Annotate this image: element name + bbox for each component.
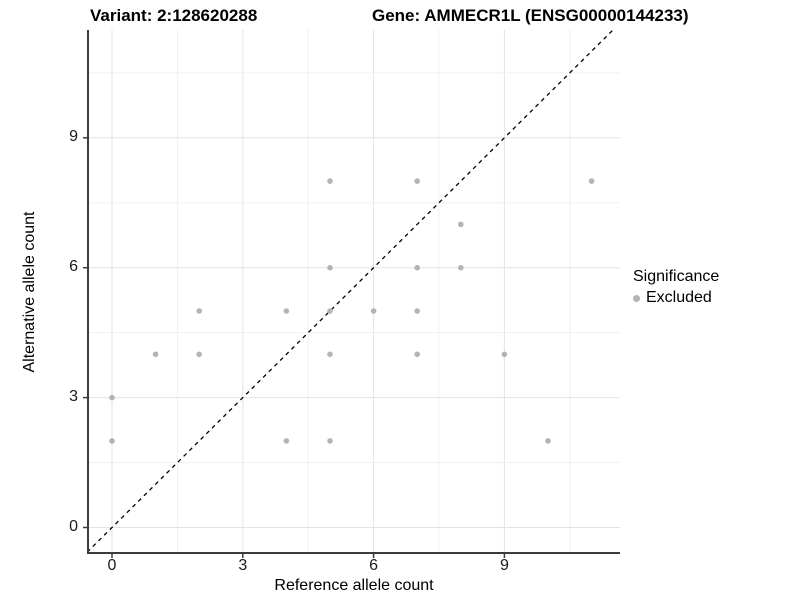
y-axis-title: Alternative allele count [21, 211, 38, 373]
data-point [414, 178, 421, 184]
legend-title: Significance [633, 268, 720, 285]
x-tick-label: 3 [238, 557, 248, 574]
legend: Significance Excluded [633, 268, 719, 307]
variant-title: Variant: 2:128620288 [90, 6, 258, 25]
data-point [545, 438, 551, 444]
data-point [327, 178, 333, 184]
excluded-point-icon [633, 294, 640, 302]
y-tick-label: 0 [69, 517, 78, 535]
x-axis-title: Reference allele count [274, 577, 434, 594]
legend-item-label: Excluded [646, 289, 712, 306]
data-point [414, 351, 421, 358]
y-tick-label: 3 [69, 387, 78, 405]
x-tick-label: 0 [107, 557, 117, 574]
data-point [458, 264, 464, 271]
x-tick-label: 6 [369, 557, 379, 574]
data-point [414, 308, 421, 314]
x-tick-label: 9 [499, 557, 509, 574]
data-point [588, 178, 595, 184]
data-point [414, 264, 421, 271]
data-point [109, 438, 115, 444]
data-point [327, 351, 333, 358]
data-point [196, 351, 202, 358]
legend-item-excluded: Excluded [633, 289, 719, 307]
data-point [152, 351, 159, 358]
data-point [501, 351, 508, 358]
data-point [327, 308, 333, 314]
data-point [283, 438, 290, 444]
data-point [370, 308, 377, 314]
data-point [327, 264, 333, 271]
data-point [109, 394, 115, 401]
data-point [327, 438, 333, 444]
data-point [283, 308, 290, 314]
data-point [458, 221, 464, 228]
gene-title: Gene: AMMECR1L (ENSG00000144233) [372, 6, 689, 25]
y-tick-label: 9 [69, 127, 78, 145]
data-point [196, 308, 202, 314]
y-tick-label: 6 [69, 257, 78, 275]
